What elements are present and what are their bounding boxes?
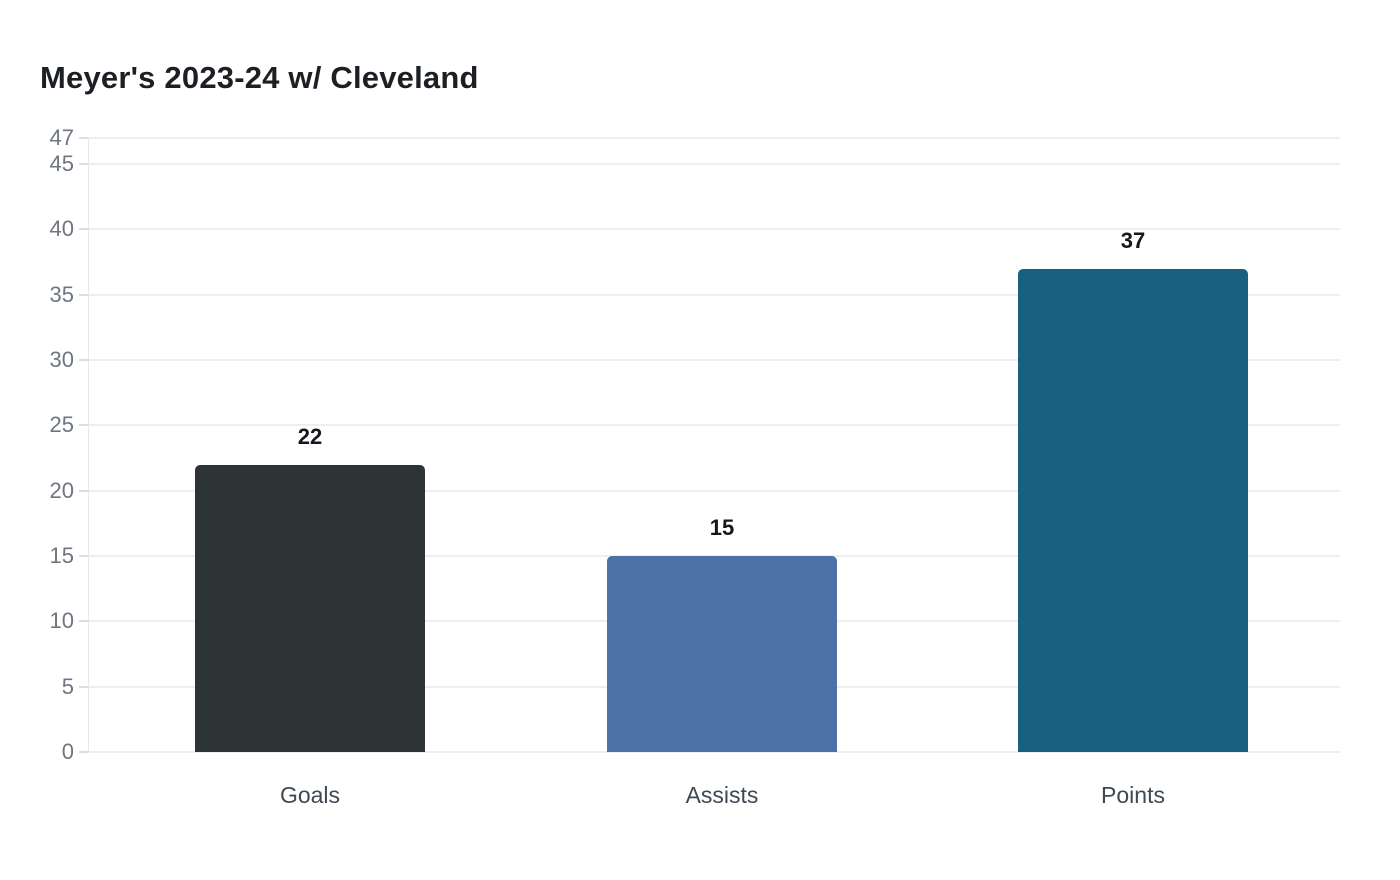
y-gridline xyxy=(88,293,1340,296)
y-axis-tick-label: 35 xyxy=(49,281,74,307)
y-gridline xyxy=(88,489,1340,492)
plot-area: 0 5 10 15 20 25 30 35 40 45 47 22 Goals 15 Assists 37 Po… xyxy=(50,126,1340,808)
y-axis-tick-label: 20 xyxy=(49,477,74,503)
x-axis-category-label: Assists xyxy=(685,782,759,808)
y-axis-tick-label: 45 xyxy=(49,151,74,177)
bar-value-label: 22 xyxy=(297,423,323,449)
y-axis-line xyxy=(88,138,89,752)
y-gridline xyxy=(88,137,1340,139)
chart-title: Meyer's 2023-24 w/ Cleveland xyxy=(40,60,479,95)
y-axis-tick-label: 30 xyxy=(49,347,74,373)
y-axis-tick-label: 0 xyxy=(61,739,74,764)
bar-assists xyxy=(607,556,837,752)
bar-points xyxy=(1018,268,1248,752)
y-axis-tick xyxy=(79,228,88,231)
y-gridline xyxy=(88,751,1340,753)
y-gridline xyxy=(88,163,1340,166)
bar-goals xyxy=(195,464,425,752)
y-axis-tick xyxy=(79,359,88,362)
y-axis-tick-label: 15 xyxy=(49,543,74,569)
bar-value-label: 15 xyxy=(709,515,735,541)
y-gridline xyxy=(88,228,1340,231)
y-axis-tick xyxy=(79,620,88,623)
y-gridline xyxy=(88,359,1340,362)
y-axis-tick-label: 10 xyxy=(49,608,74,634)
y-axis-tick xyxy=(79,137,88,139)
x-axis-category-label: Goals xyxy=(279,782,341,808)
y-axis-tick xyxy=(79,163,88,166)
y-axis-tick xyxy=(79,293,88,296)
y-axis-tick xyxy=(79,751,88,753)
bar-value-label: 37 xyxy=(1120,227,1146,253)
y-axis-tick-label: 47 xyxy=(49,125,74,150)
x-axis-category-label: Points xyxy=(1101,782,1165,808)
y-axis-tick-label: 5 xyxy=(61,673,74,699)
y-axis-tick-label: 40 xyxy=(49,216,74,242)
y-axis-tick xyxy=(79,424,88,427)
y-gridline xyxy=(88,424,1340,427)
y-axis-tick-label: 25 xyxy=(49,412,74,438)
y-axis-tick xyxy=(79,685,88,688)
y-axis-tick xyxy=(79,489,88,492)
y-axis-tick xyxy=(79,555,88,558)
